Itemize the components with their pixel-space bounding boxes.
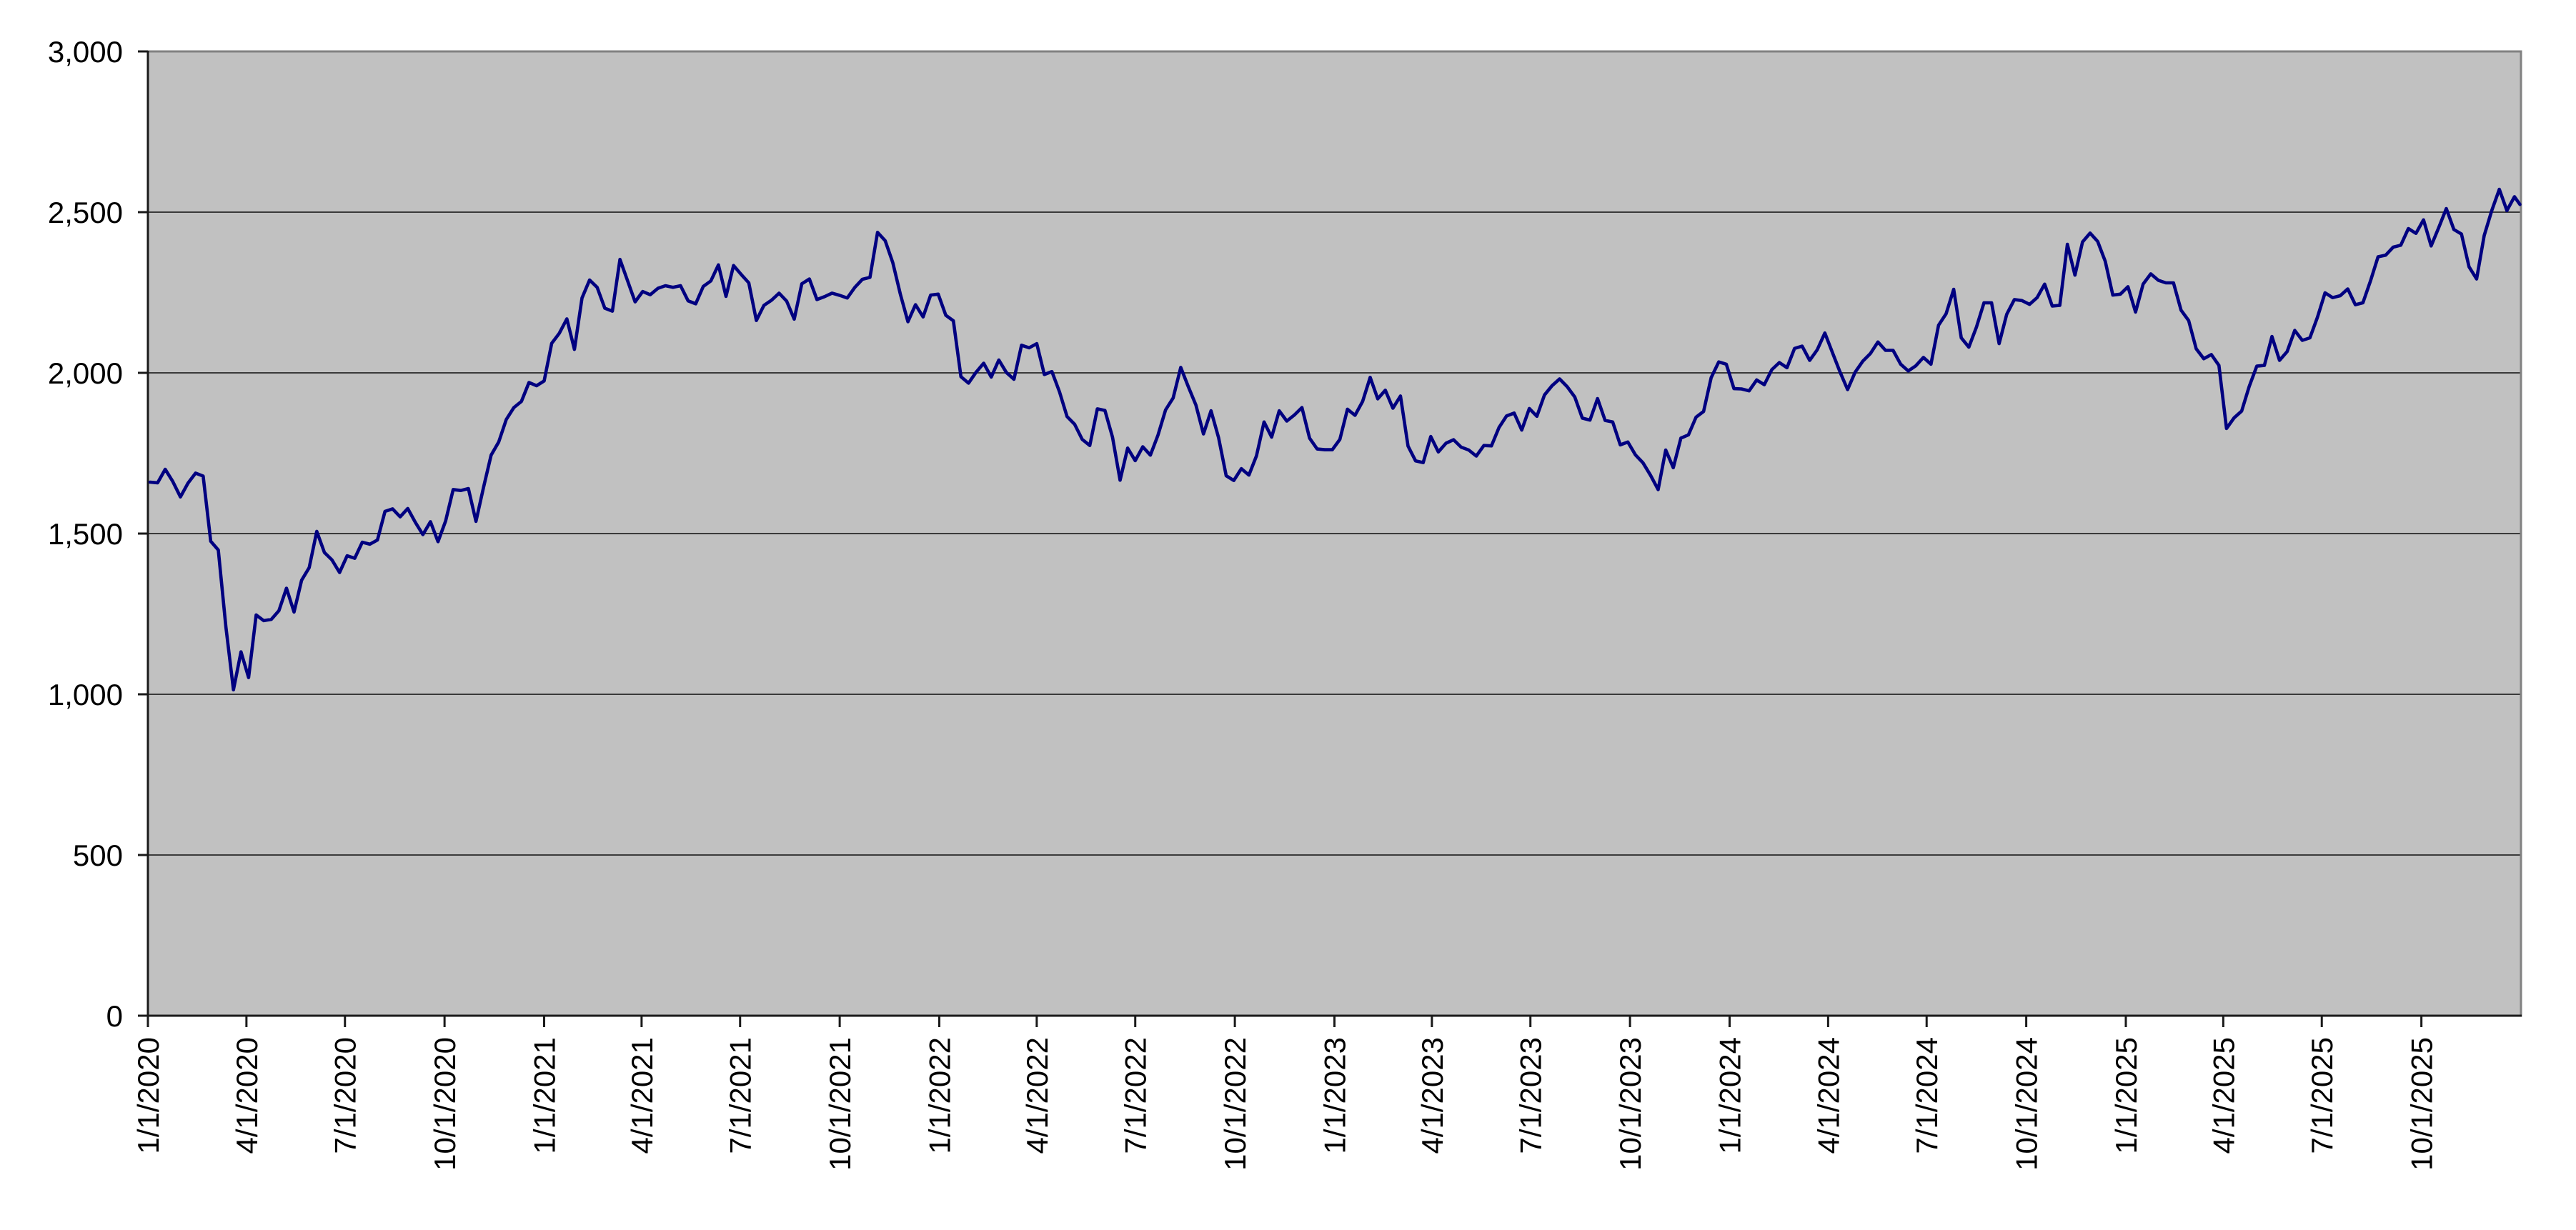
x-axis-tick-label: 10/1/2022 [1218,1037,1252,1171]
price-series-line [148,187,2522,692]
y-axis-tick-label: 2,000 [48,356,123,390]
y-axis-tick-label: 500 [73,839,123,872]
x-axis-tick-label: 10/1/2020 [428,1037,462,1171]
y-axis-tick-label: 1,000 [48,678,123,711]
x-axis-tick-label: 10/1/2025 [2405,1037,2439,1171]
x-axis-tick-label: 1/1/2021 [528,1037,562,1154]
y-axis-tick-label: 3,000 [48,35,123,69]
x-axis-tick-label: 7/1/2021 [724,1037,757,1154]
x-axis-tick-label: 7/1/2023 [1514,1037,1548,1154]
x-axis-tick-label: 1/1/2023 [1318,1037,1352,1154]
x-axis-tick-label: 10/1/2024 [2010,1037,2044,1171]
x-axis-tick-label: 10/1/2021 [823,1037,857,1171]
x-axis-tick-label: 7/1/2025 [2305,1037,2339,1154]
x-axis-tick-label: 1/1/2024 [1713,1037,1746,1154]
x-axis-tick-label: 4/1/2024 [1811,1037,1845,1154]
y-axis-tick-label: 2,500 [48,196,123,229]
x-axis-tick-label: 4/1/2023 [1416,1037,1449,1154]
x-axis-tick-label: 1/1/2022 [923,1037,957,1154]
x-axis-tick-label: 4/1/2020 [230,1037,264,1154]
x-axis-tick-label: 1/1/2025 [2109,1037,2143,1154]
x-axis-tick-label: 7/1/2024 [1910,1037,1944,1154]
x-axis-tick-label: 7/1/2020 [329,1037,362,1154]
x-axis-tick-label: 4/1/2022 [1020,1037,1054,1154]
x-axis-tick-label: 10/1/2023 [1613,1037,1647,1171]
y-axis-tick-label: 0 [106,999,123,1033]
x-axis-tick-label: 4/1/2025 [2207,1037,2240,1154]
x-axis-tick-label: 7/1/2022 [1119,1037,1153,1154]
x-axis-tick-label: 4/1/2021 [625,1037,659,1154]
x-axis-tick-label: 1/1/2020 [131,1037,165,1154]
y-axis-tick-label: 1,500 [48,517,123,551]
